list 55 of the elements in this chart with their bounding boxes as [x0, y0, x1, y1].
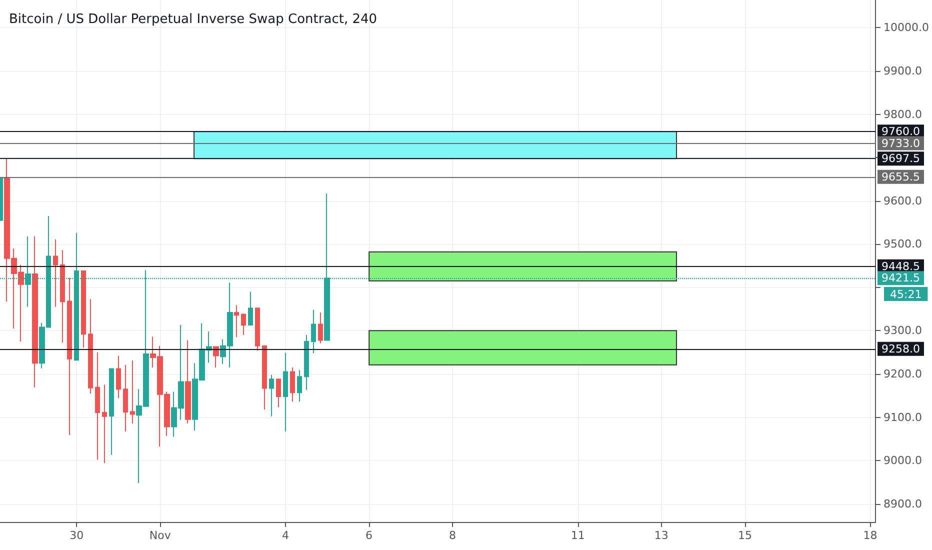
- x-tick-label: Nov: [149, 529, 172, 542]
- candlestick: [123, 364, 128, 432]
- x-tick-label: 8: [449, 529, 456, 542]
- y-tick-label: 9100.0: [884, 410, 922, 424]
- candlestick: [276, 378, 281, 408]
- candlestick: [304, 334, 309, 390]
- candlestick: [116, 355, 121, 399]
- candlestick: [88, 298, 93, 394]
- y-tick-label: 9200.0: [884, 367, 922, 380]
- candlestick: [248, 291, 253, 326]
- x-tick-label: 30: [70, 529, 84, 542]
- x-tick-label: 15: [738, 529, 752, 542]
- candlestick: [234, 304, 239, 338]
- text: Bitcoin / US Dollar Perpetual Inverse Swap Contract, 240: [9, 12, 378, 27]
- candlestick: [318, 312, 323, 344]
- x-tick-label: 13: [654, 529, 668, 542]
- y-tick-label: 9800.0: [884, 108, 922, 121]
- candlestick: [102, 384, 107, 464]
- candlestick: [213, 346, 219, 368]
- candlestick: [311, 309, 316, 354]
- candlestick: [130, 360, 135, 424]
- candlestick: [67, 277, 72, 436]
- y-tick-label: 8900.0: [884, 497, 922, 510]
- candlestick: [53, 238, 58, 308]
- candlestick: [60, 250, 65, 344]
- y-tick-label: 9500.0: [884, 238, 922, 251]
- candlestick: [32, 236, 38, 388]
- candlestick: [262, 345, 267, 410]
- ref-line-label: 9655.5: [882, 170, 920, 184]
- candlestick: [283, 352, 288, 432]
- x-tick-label: 6: [366, 529, 373, 542]
- y-tick-label: 10000.0: [884, 21, 930, 34]
- candlestick: [185, 340, 191, 424]
- x-tick-label: 18: [863, 529, 878, 542]
- candlestick: [81, 270, 86, 348]
- ref-line-label: 9421.5: [882, 272, 920, 285]
- candlestick: [297, 370, 302, 402]
- y-tick-label: 9600.0: [884, 194, 922, 208]
- y-tick-label: 9900.0: [884, 64, 922, 78]
- candlestick: [290, 366, 295, 402]
- y-tick-label: 9000.0: [884, 454, 922, 468]
- candlestick: [255, 308, 260, 352]
- candlestick: [95, 352, 100, 460]
- ref-line-label: 9697.5: [882, 152, 920, 166]
- x-tick-label: 11: [570, 529, 585, 542]
- candlestick: [109, 368, 114, 456]
- y-tick-label: 9300.0: [884, 324, 922, 338]
- ref-line-label: 9448.5: [882, 260, 920, 273]
- candlestick: [269, 374, 274, 417]
- x-tick-label: 4: [282, 529, 289, 542]
- ref-line-label: 9733.0: [882, 136, 920, 150]
- text: 45:21: [890, 288, 922, 301]
- ref-line-label: 9760.0: [882, 125, 920, 138]
- ref-line-label: 9258.0: [882, 342, 920, 356]
- candlestick: [241, 314, 246, 336]
